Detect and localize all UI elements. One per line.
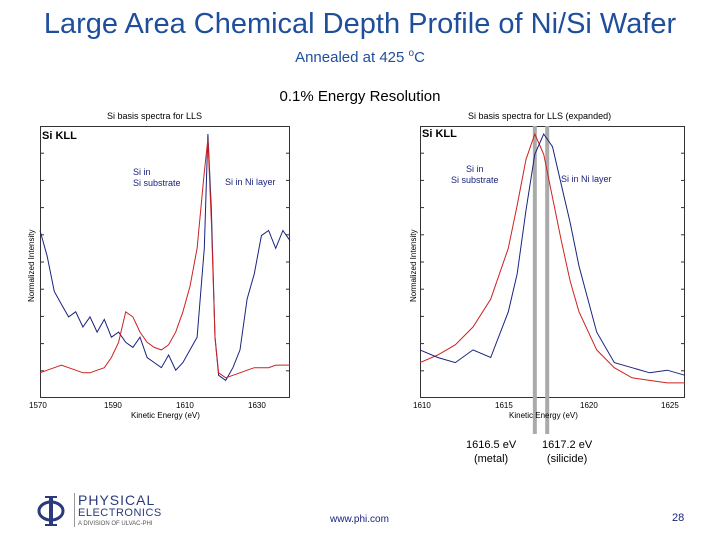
left-chart-plot [39,126,291,398]
right-chart-ylabel: Normalized Intensity [409,229,418,302]
right-xtick: 1625 [661,401,679,410]
peak-label-silicide: 1617.2 eV (silicide) [542,439,593,465]
logo-text-electronics: ELECTRONICS [78,507,162,519]
right-chart-xlabel: Kinetic Energy (eV) [509,411,578,420]
peak-marker-2 [545,126,550,434]
page-number: 28 [672,512,685,524]
left-chart-frame [40,126,290,398]
right-annotation-ni-layer: Si in Ni layer [561,174,612,184]
left-chart-ylabel: Normalized Intensity [27,229,36,302]
left-chart-title: Si basis spectra for LLS [107,111,203,121]
left-xtick: 1630 [248,401,266,410]
peak-marker-1 [532,126,537,434]
spectrum-line-2 [419,132,686,376]
phi-logo-icon [37,496,65,526]
right-chart-corner-label: Si KLL [422,128,457,140]
right-xtick: 1620 [580,401,598,410]
slide-title: Large Area Chemical Depth Profile of Ni/… [43,8,677,40]
website-link[interactable]: www.phi.com [330,514,389,525]
spectrum-line-1 [39,133,291,382]
left-xtick: 1590 [104,401,122,410]
right-chart-plot [419,126,686,434]
logo-text-physical: PHYSICAL [78,492,156,508]
logo-text-division: A DIVISION OF ULVAC-PHI [78,521,153,527]
resolution-label: 0.1% Energy Resolution [279,88,441,105]
right-xtick: 1615 [495,401,513,410]
left-chart-corner-label: Si KLL [42,130,77,142]
slide-subtitle: Annealed at 425 oC [295,48,425,66]
right-xtick: 1610 [413,401,431,410]
left-xtick: 1570 [29,401,47,410]
right-chart-frame [420,126,685,398]
right-annotation-substrate: Si in Si substrate [451,164,499,185]
peak-label-metal: 1616.5 eV (metal) [466,439,517,465]
left-annotation-substrate: Si in Si substrate [133,167,181,188]
left-xtick: 1610 [176,401,194,410]
left-annotation-ni-layer: Si in Ni layer [225,177,276,187]
spectrum-line-2 [39,139,290,379]
spectrum-line-1 [419,132,685,384]
left-chart-xlabel: Kinetic Energy (eV) [131,411,200,420]
logo-divider [74,493,75,527]
right-chart-title: Si basis spectra for LLS (expanded) [468,111,612,121]
